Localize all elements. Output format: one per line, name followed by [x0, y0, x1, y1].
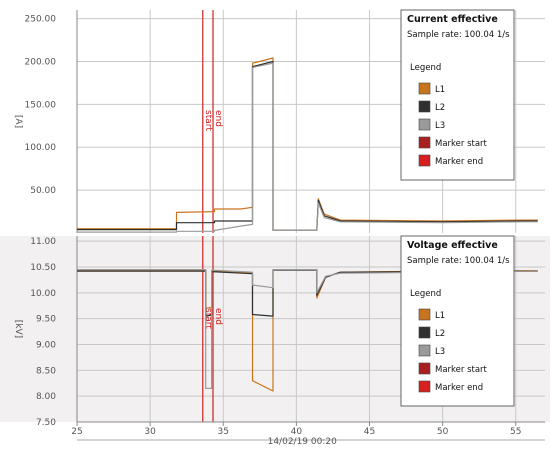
legend-entry: L2 [435, 103, 445, 113]
x-tick-label: 45 [364, 427, 375, 437]
y-tick-label: 9.50 [36, 315, 56, 325]
y-tick-label: 11.00 [30, 237, 56, 247]
legend: Current effective Sample rate: 100.04 1/s… [400, 9, 515, 181]
legend-swatch [418, 380, 431, 393]
y-tick-label: 250.00 [25, 15, 57, 25]
series-line-l3 [77, 62, 538, 233]
legend-entry: L1 [435, 311, 445, 321]
series-line-l1 [77, 57, 538, 231]
y-tick-label: 50.00 [30, 186, 56, 196]
legend-box [400, 9, 515, 181]
series-line-l2 [77, 60, 538, 231]
x-tick-label: 35 [218, 427, 229, 437]
legend-swatch [418, 344, 431, 357]
chart-subtitle: Sample rate: 100.04 1/s [407, 30, 510, 40]
marker-start-label: start [203, 110, 213, 131]
y-tick-label: 150.00 [25, 100, 57, 110]
marker-end-label: end [213, 110, 223, 127]
legend-swatch [418, 118, 431, 131]
legend-entry: Marker start [435, 139, 488, 149]
legend-swatch [418, 100, 431, 113]
x-tick-label: 55 [510, 427, 521, 437]
legend-title: Legend [410, 289, 441, 299]
x-axis-label: 14/02/19 00:20 [268, 437, 337, 447]
y-tick-label: 7.50 [36, 418, 56, 428]
legend-entry: Marker end [435, 383, 483, 393]
y-tick-label: 100.00 [25, 143, 57, 153]
legend-entry: Marker end [435, 157, 483, 167]
y-tick-label: 10.50 [30, 263, 56, 273]
legend-swatch [418, 82, 431, 95]
legend-entry: L3 [435, 121, 445, 131]
x-tick-label: 30 [144, 427, 156, 437]
x-tick-label: 40 [291, 427, 303, 437]
voltage-panel: 11.00 10.50 10.00 9.50 9.00 8.50 8.00 7.50 [kV] s… [0, 235, 550, 428]
current-panel: 250.00 200.00 150.00 100.00 50.00 [A] start end… [0, 9, 550, 233]
chart-title: Voltage effective [407, 240, 498, 251]
chart-title: Current effective [407, 14, 498, 25]
x-axis: 25 30 35 40 45 50 55 14/02/19 00:20 [71, 421, 545, 447]
legend-entry: Marker start [435, 365, 488, 375]
legend-swatch [418, 308, 431, 321]
y-tick-label: 9.00 [36, 341, 56, 351]
y-axis-unit: [kV] [13, 320, 23, 338]
x-tick-label: 50 [437, 427, 449, 437]
legend-box [400, 235, 515, 407]
legend-title: Legend [410, 63, 441, 73]
y-tick-label: 8.00 [36, 392, 56, 402]
legend-swatch [418, 136, 431, 149]
legend-entry: L1 [435, 85, 445, 95]
x-tick-label: 25 [71, 427, 82, 437]
legend-entry: L2 [435, 329, 445, 339]
marker-end-label: end [213, 308, 223, 325]
y-tick-label: 10.00 [30, 289, 56, 299]
y-axis-unit: [A] [13, 115, 23, 128]
legend: Voltage effective Sample rate: 100.04 1/s… [400, 235, 515, 407]
legend-swatch [418, 154, 431, 167]
legend-entry: L3 [435, 347, 445, 357]
chart-subtitle: Sample rate: 100.04 1/s [407, 256, 510, 266]
legend-swatch [418, 362, 431, 375]
y-tick-label: 8.50 [36, 366, 56, 376]
marker-start-label: start [203, 308, 213, 329]
legend-swatch [418, 326, 431, 339]
y-tick-label: 200.00 [25, 57, 57, 67]
series-line-l3 [77, 269, 538, 389]
